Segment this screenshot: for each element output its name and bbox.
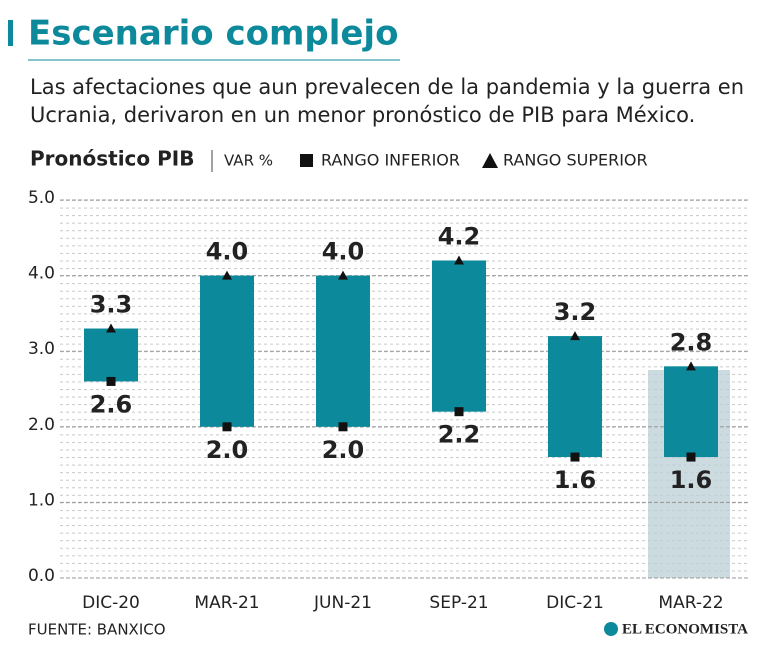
- low-marker: [222, 422, 232, 432]
- low-marker: [338, 422, 348, 432]
- brand-logo: [604, 622, 618, 636]
- value-label: 2.0: [206, 436, 249, 464]
- high-marker: [454, 255, 464, 265]
- range-bar: [316, 275, 370, 427]
- range-bar: [200, 275, 254, 427]
- value-label: 2.0: [322, 436, 365, 464]
- legend-label: RANGO SUPERIOR: [503, 151, 648, 170]
- high-marker: [686, 361, 696, 371]
- y-axis-unit: VAR %: [224, 152, 273, 170]
- y-tick-label: 5.0: [28, 188, 55, 208]
- minor-grid: [60, 200, 749, 578]
- value-label: 4.0: [322, 238, 365, 266]
- subtitle: Ucrania, derivaron en un menor pronóstic…: [30, 103, 695, 127]
- y-axis-label: Pronóstico PIB: [30, 147, 194, 171]
- high-marker: [222, 270, 232, 280]
- value-label: 1.6: [554, 466, 597, 494]
- legend-marker: [482, 153, 498, 168]
- range-bar: [84, 328, 138, 382]
- high-marker: [570, 331, 580, 341]
- value-label: 1.6: [670, 466, 713, 494]
- range-bar: [432, 260, 486, 412]
- title-marker: [8, 20, 13, 46]
- chart-title: Escenario complejo: [28, 14, 398, 54]
- value-label: 4.2: [438, 222, 481, 250]
- legend-label: RANGO INFERIOR: [321, 151, 460, 170]
- low-marker: [686, 452, 696, 462]
- brand: EL ECONOMISTA: [622, 621, 748, 637]
- range-bar: [664, 366, 718, 458]
- y-tick-label: 1.0: [28, 490, 55, 510]
- y-tick-label: 2.0: [28, 415, 55, 435]
- source: FUENTE: BANXICO: [28, 621, 166, 639]
- legend-marker: [300, 154, 313, 167]
- value-label: 2.6: [90, 390, 133, 418]
- y-tick-label: 0.0: [28, 566, 55, 586]
- value-label: 2.2: [438, 421, 481, 449]
- subtitle: Las afectaciones que aun prevalecen de l…: [30, 75, 744, 99]
- x-tick-label: DIC-20: [82, 593, 140, 613]
- value-label: 3.3: [90, 291, 133, 319]
- high-marker: [106, 323, 116, 333]
- range-bar: [548, 336, 602, 458]
- x-tick-label: MAR-22: [658, 593, 723, 613]
- x-tick-label: DIC-21: [546, 593, 604, 613]
- value-label: 4.0: [206, 238, 249, 266]
- x-tick-label: MAR-21: [194, 593, 259, 613]
- high-marker: [338, 270, 348, 280]
- y-tick-label: 4.0: [28, 264, 55, 284]
- x-tick-label: JUN-21: [313, 593, 372, 613]
- low-marker: [106, 376, 116, 386]
- x-tick-label: SEP-21: [429, 593, 488, 613]
- low-marker: [454, 407, 464, 417]
- value-label: 2.8: [670, 328, 713, 356]
- value-label: 3.2: [554, 298, 597, 326]
- low-marker: [570, 452, 580, 462]
- y-tick-label: 3.0: [28, 339, 55, 359]
